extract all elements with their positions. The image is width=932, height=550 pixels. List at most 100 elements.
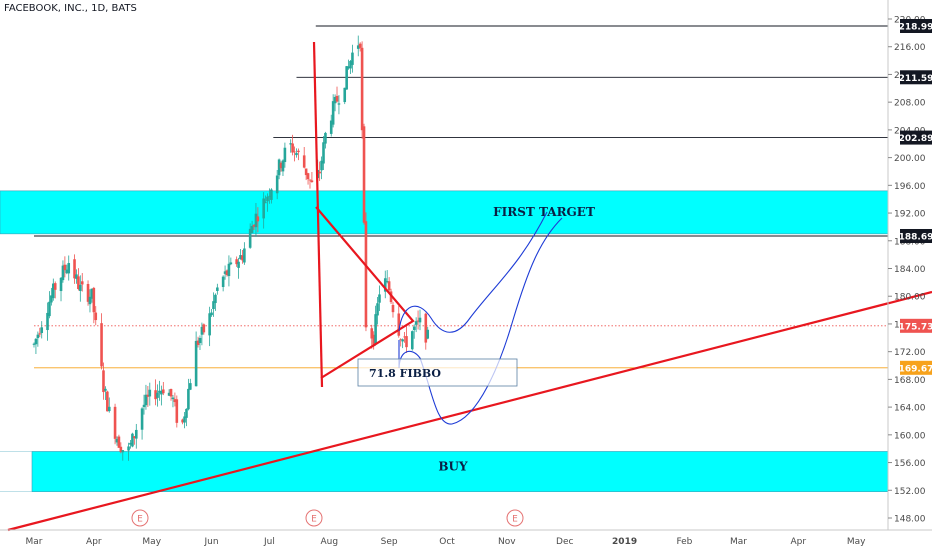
candle-body [214, 294, 217, 304]
projection-path-lower [398, 217, 563, 425]
candle-body [86, 283, 90, 302]
drawings-layer: 71.8 FIBBO E E E [7, 41, 932, 532]
y-tick-label: 196.00 [894, 182, 926, 192]
candle-body [331, 101, 335, 125]
candle-body [372, 334, 375, 347]
candle-body [90, 288, 94, 299]
candle-body [181, 419, 184, 423]
candle-body [75, 274, 78, 279]
candle-body [36, 334, 40, 339]
candle-body [92, 287, 96, 313]
candle-body [410, 331, 414, 350]
candle-body [40, 327, 44, 334]
y-tick-label: 216.00 [894, 43, 926, 53]
price-badge-label: 218.99 [899, 22, 932, 32]
candle-body [426, 329, 430, 339]
candle-body [414, 321, 418, 325]
candle-body [107, 406, 111, 412]
candle-body [322, 142, 325, 164]
x-tick-label: Aug [321, 537, 339, 547]
zone-buy [0, 451, 889, 492]
candle-body [252, 224, 256, 227]
candle-body [79, 284, 82, 291]
candle-body [401, 339, 404, 342]
candle-body [198, 337, 202, 344]
candle-body [364, 221, 368, 328]
price-badge [900, 130, 932, 145]
zone-label-first-target: FIRST TARGET [493, 205, 595, 219]
y-tick-label: 152.00 [894, 487, 926, 497]
candle-body [225, 270, 229, 276]
price-badge-label: 175.73 [899, 322, 932, 332]
candle-body [142, 404, 146, 408]
earnings-marker-circle [506, 509, 524, 527]
earnings-marker-circle [131, 509, 149, 527]
x-tick-label: Jun [204, 537, 219, 547]
candle-body [277, 159, 281, 176]
candle-body [289, 143, 292, 145]
price-badge-label: 211.59 [899, 74, 932, 84]
candle-body [412, 326, 416, 331]
candle-body [73, 259, 76, 279]
candle-body [302, 155, 306, 168]
candle-body [297, 150, 300, 153]
candle-body [235, 259, 238, 265]
y-tick-label: 208.00 [894, 99, 926, 109]
candle-body [335, 95, 339, 102]
candle-body [38, 333, 42, 335]
price-badge [900, 70, 932, 85]
y-tick-label: 172.00 [894, 348, 926, 358]
candle-body [144, 394, 148, 406]
candle-body [270, 189, 273, 200]
earnings-marker-label: E [311, 515, 317, 525]
fibbo-label: 71.8 FIBBO [369, 367, 441, 380]
candle-body [333, 97, 337, 104]
candle-body [374, 314, 377, 344]
candle-body [121, 450, 125, 453]
candle-body [154, 390, 157, 400]
candle-body [248, 228, 252, 248]
candle-body [256, 216, 260, 222]
candle-body [243, 248, 246, 263]
fibbo-box [357, 358, 518, 387]
candle-body [370, 328, 374, 339]
price-badge-label: 169.67 [899, 364, 932, 374]
candle-body [229, 262, 233, 265]
candle-body [77, 276, 80, 290]
candle-body [399, 339, 402, 341]
chart-title: FACEBOOK, INC., 1D, BATS [4, 3, 137, 14]
candle-body [210, 312, 213, 316]
candle-body [196, 340, 200, 345]
x-tick-label: May [142, 537, 161, 547]
buy-zone-left-gap [0, 451, 32, 492]
zone-first-target [0, 190, 889, 235]
candle-body [113, 406, 117, 439]
candle-body [183, 416, 186, 423]
candle-body [202, 324, 206, 333]
candle-body [376, 303, 379, 316]
y-tick-label: 200.00 [894, 154, 926, 164]
candle-body [94, 312, 98, 321]
candle-body [279, 162, 283, 169]
candle-body [169, 388, 173, 397]
x-tick-label: Sep [381, 537, 398, 547]
candle-body [175, 399, 179, 423]
y-tick-label: 180.00 [894, 293, 926, 303]
candle-body [117, 436, 121, 448]
candle-body [129, 442, 132, 445]
candle-body [156, 392, 159, 398]
price-badge [900, 228, 932, 243]
candle-body [356, 45, 360, 49]
candle-body [173, 399, 177, 403]
candle-body [283, 147, 287, 163]
candle-body [337, 103, 341, 105]
price-badge [900, 360, 932, 375]
candle-body [52, 283, 55, 299]
zone-label-buy: BUY [438, 459, 468, 473]
candle-body [387, 281, 391, 291]
x-tick-label: Mar [730, 537, 747, 547]
candle-body [424, 313, 428, 343]
horizontal-lines-layer [34, 25, 888, 369]
candle-body [237, 261, 240, 268]
